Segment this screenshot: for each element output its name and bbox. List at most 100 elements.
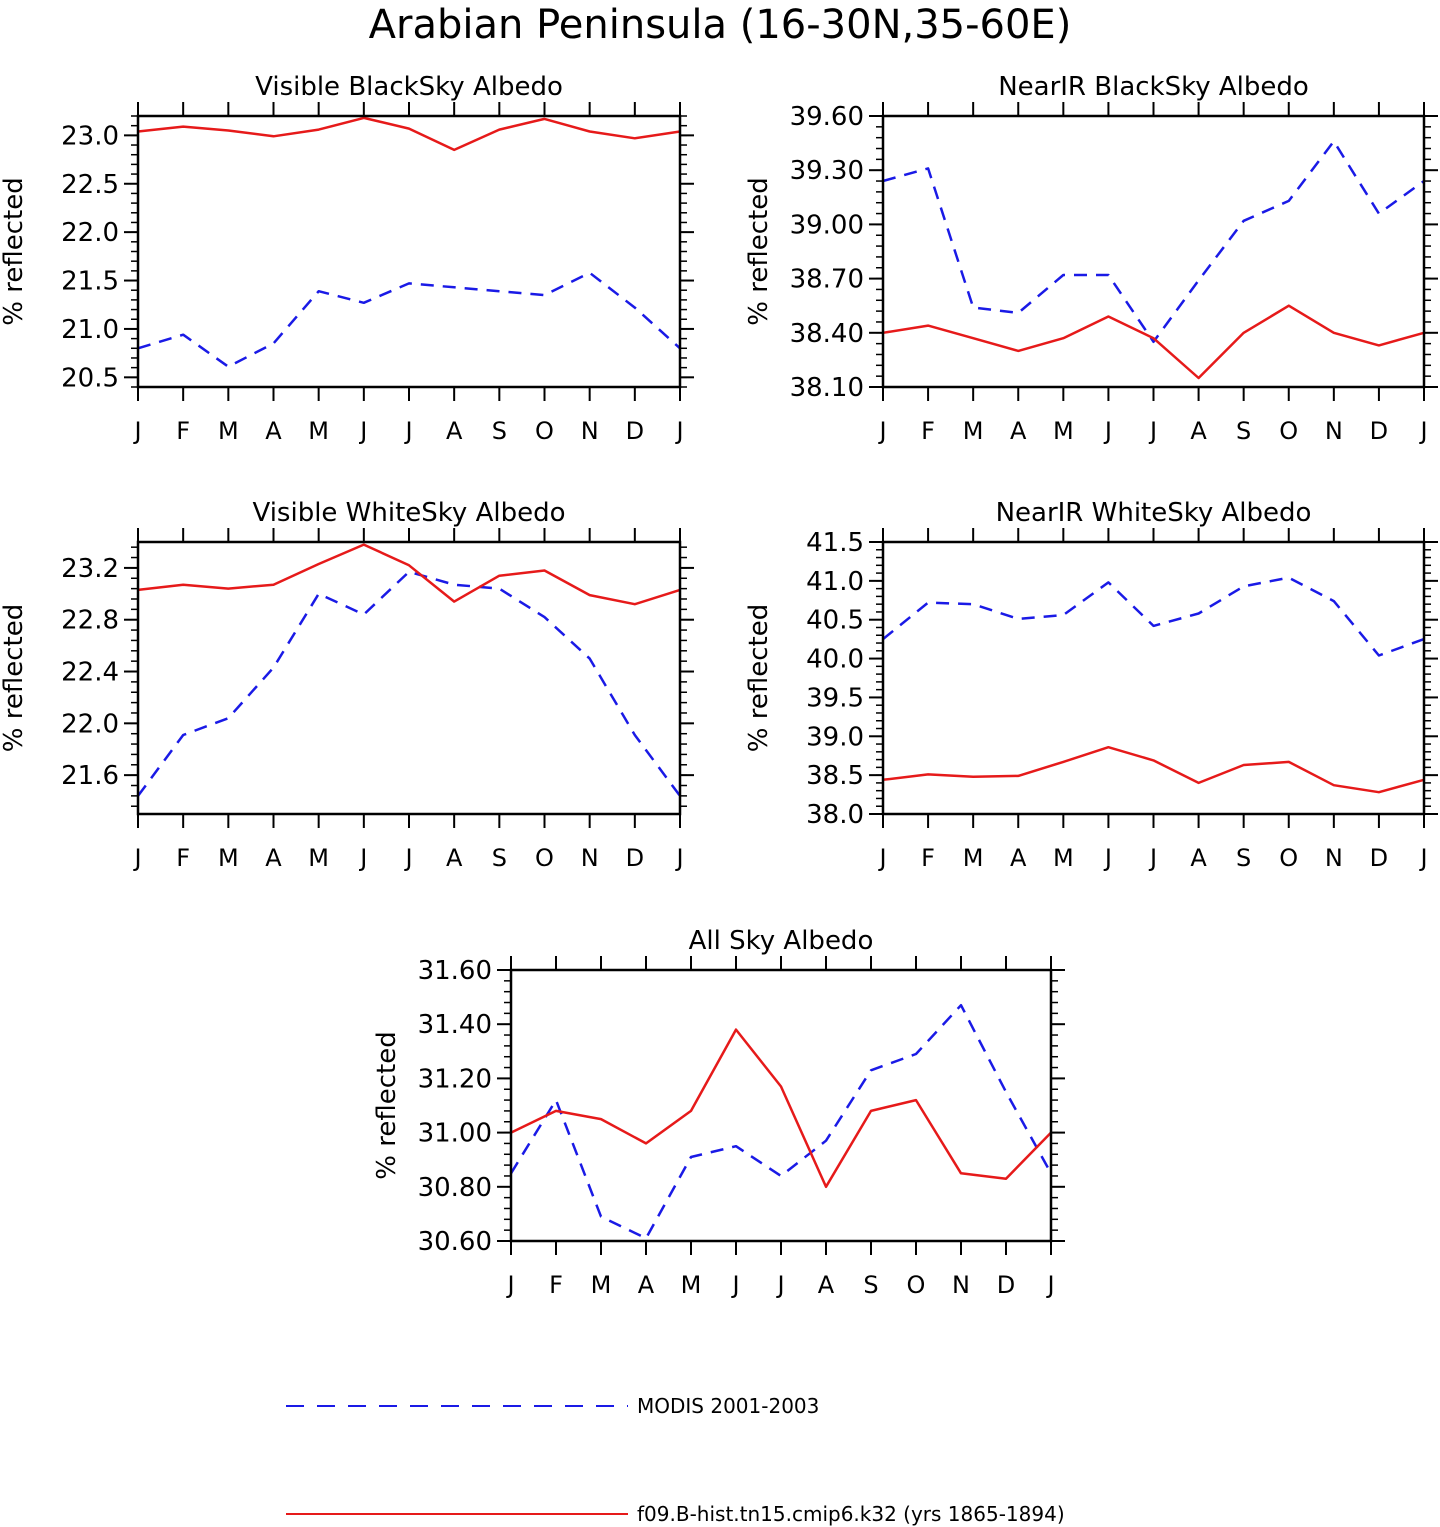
y-tick-label: 38.0 [806, 800, 864, 830]
x-tick-label: N [1325, 417, 1343, 445]
y-tick-label: 21.5 [61, 267, 119, 297]
x-tick-label: J [1103, 844, 1112, 872]
y-tick-label: 22.8 [61, 606, 119, 636]
x-tick-label: M [308, 417, 329, 445]
x-tick-label: N [581, 844, 599, 872]
series-line-modis [136, 570, 682, 797]
x-tick-label: J [403, 417, 412, 445]
x-tick-label: J [877, 417, 886, 445]
x-tick-label: O [535, 417, 554, 445]
x-tick-label: A [1010, 417, 1027, 445]
y-tick-label: 39.60 [790, 102, 864, 132]
y-tick-label: 39.00 [790, 210, 864, 240]
y-tick-label: 38.10 [790, 373, 864, 403]
x-tick-label: A [818, 1271, 835, 1299]
x-tick-label: D [1370, 417, 1388, 445]
series-line-model [882, 745, 1425, 794]
x-tick-label: S [863, 1271, 878, 1299]
y-tick-label: 22.4 [61, 658, 119, 688]
x-tick-label: J [674, 417, 683, 445]
x-tick-label: A [265, 417, 282, 445]
x-tick-label: J [358, 417, 367, 445]
x-tick-label: M [308, 844, 329, 872]
x-tick-label: J [358, 844, 367, 872]
x-tick-label: J [1418, 417, 1427, 445]
y-tick-label: 40.5 [806, 606, 864, 636]
y-tick-label: 31.40 [418, 1010, 492, 1040]
x-tick-label: J [403, 844, 412, 872]
y-tick-label: 30.60 [418, 1227, 492, 1257]
x-tick-label: J [505, 1271, 514, 1299]
y-axis-label: % reflected [372, 1031, 402, 1179]
x-tick-label: J [1148, 417, 1157, 445]
y-axis-label: % reflected [0, 604, 29, 752]
y-tick-label: 39.5 [806, 683, 864, 713]
x-tick-label: M [963, 417, 984, 445]
x-tick-label: A [1010, 844, 1027, 872]
y-axis-label: % reflected [0, 177, 29, 325]
plot-frame [881, 114, 1426, 389]
x-tick-label: J [1148, 844, 1157, 872]
x-tick-label: N [1325, 844, 1343, 872]
x-tick-label: N [952, 1271, 970, 1299]
x-tick-label: M [1053, 417, 1074, 445]
plot-frame [136, 114, 682, 389]
x-tick-label: A [1190, 417, 1207, 445]
x-tick-label: M [1053, 844, 1074, 872]
x-tick-label: A [1190, 844, 1207, 872]
x-tick-label: F [176, 417, 190, 445]
x-tick-label: J [877, 844, 886, 872]
x-tick-label: M [963, 844, 984, 872]
x-tick-label: A [446, 417, 463, 445]
x-tick-label: S [492, 417, 507, 445]
x-tick-label: S [492, 844, 507, 872]
x-tick-label: J [132, 844, 141, 872]
y-tick-label: 23.2 [61, 554, 119, 584]
y-tick-label: 31.60 [418, 956, 492, 986]
x-tick-label: M [591, 1271, 612, 1299]
plot-frame [881, 540, 1426, 816]
x-tick-label: J [1045, 1271, 1054, 1299]
x-tick-label: O [535, 844, 554, 872]
x-tick-label: D [626, 844, 644, 872]
series-line-modis [882, 576, 1425, 657]
plot-frame [136, 540, 682, 816]
y-tick-label: 21.6 [61, 761, 119, 791]
x-tick-label: J [1418, 844, 1427, 872]
y-tick-label: 31.00 [418, 1119, 492, 1149]
panel-title: NearIR WhiteSky Albedo [996, 498, 1312, 528]
x-tick-label: S [1236, 417, 1251, 445]
y-tick-label: 21.0 [61, 315, 119, 345]
y-tick-label: 38.70 [790, 265, 864, 295]
y-tick-label: 41.0 [806, 567, 864, 597]
x-tick-label: D [997, 1271, 1015, 1299]
x-tick-label: J [775, 1271, 784, 1299]
x-tick-label: J [132, 417, 141, 445]
plot-frame [509, 968, 1053, 1243]
legend-label-model: f09.B-hist.tn15.cmip6.k32 (yrs 1865-1894… [637, 1502, 1065, 1526]
series-line-model [137, 116, 681, 152]
y-axis-label: % reflected [744, 604, 774, 752]
y-tick-label: 23.0 [61, 121, 119, 151]
series-line-model [137, 543, 681, 606]
y-tick-label: 30.80 [418, 1173, 492, 1203]
x-tick-label: M [218, 417, 239, 445]
y-tick-label: 39.0 [806, 722, 864, 752]
x-tick-label: M [681, 1271, 702, 1299]
x-tick-label: O [907, 1271, 926, 1299]
x-tick-label: D [626, 417, 644, 445]
series-line-model [510, 1028, 1052, 1189]
x-tick-label: A [638, 1271, 655, 1299]
x-tick-label: S [1236, 844, 1251, 872]
y-tick-label: 38.40 [790, 319, 864, 349]
legend-label-modis: MODIS 2001-2003 [637, 1394, 819, 1418]
y-tick-label: 22.0 [61, 218, 119, 248]
x-tick-label: N [581, 417, 599, 445]
x-tick-label: O [1279, 844, 1298, 872]
y-tick-label: 22.0 [61, 709, 119, 739]
